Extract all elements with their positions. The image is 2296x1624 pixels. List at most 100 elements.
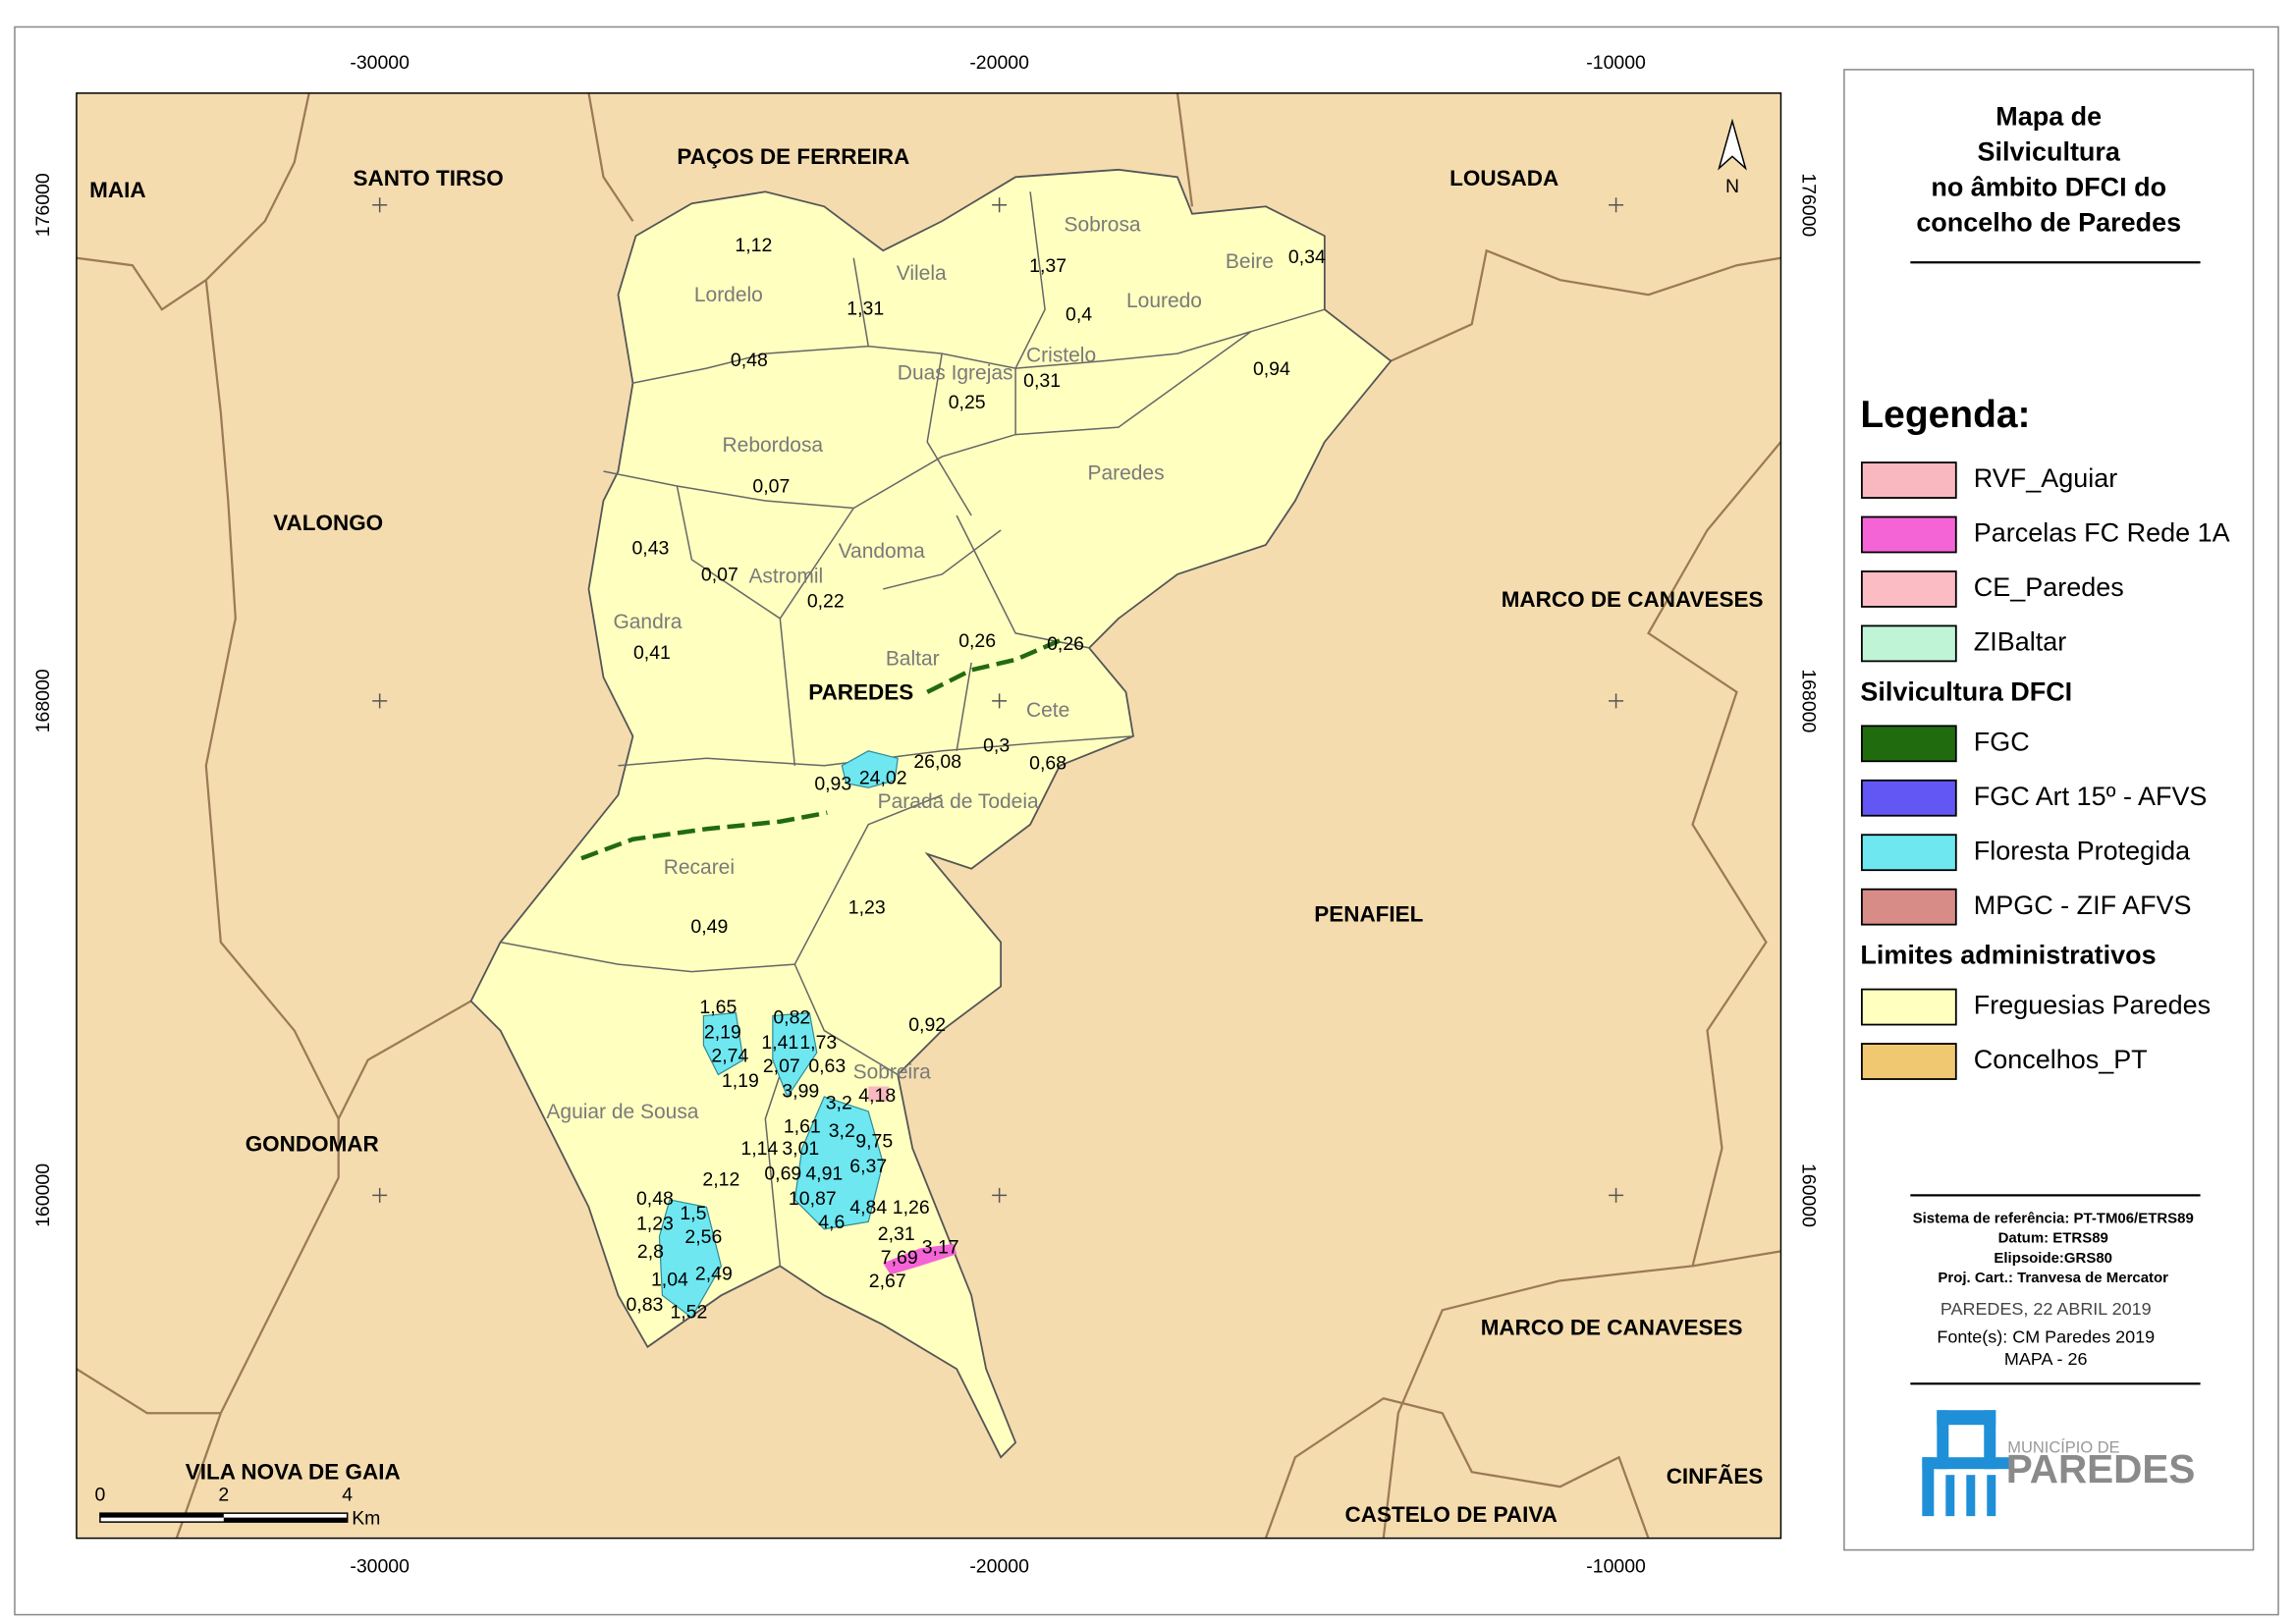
area-label: 2,74 <box>711 1046 748 1067</box>
concelho-label: CASTELO DE PAIVA <box>1345 1502 1558 1527</box>
x-coord-label: -20000 <box>969 1556 1029 1578</box>
legend-swatch <box>1860 461 1957 499</box>
y-coord-label: 168000 <box>32 669 54 732</box>
area-label: 0,92 <box>908 1014 946 1036</box>
map-title: concelho de Paredes <box>1916 207 2181 237</box>
area-label: 0,26 <box>1047 633 1084 655</box>
y-coord-label: 176000 <box>32 173 54 237</box>
area-label: 3,2 <box>829 1120 855 1142</box>
area-label: 0,31 <box>1023 370 1061 392</box>
legend-heading: Limites administrativos <box>1860 941 2156 970</box>
area-label: 4,84 <box>849 1197 887 1218</box>
boundary <box>1382 441 1782 1539</box>
freguesia-label: Sobreira <box>853 1061 932 1084</box>
legend-label: RVF_Aguiar <box>1974 463 2117 493</box>
legend-swatch <box>1860 570 1957 608</box>
area-label: 1,23 <box>848 896 886 918</box>
legend-swatch <box>1860 624 1957 663</box>
concelho-label: VILA NOVA DE GAIA <box>186 1460 401 1485</box>
area-label: 0,26 <box>958 630 996 652</box>
area-label: 1,52 <box>670 1301 707 1323</box>
boundary <box>175 280 340 1539</box>
patch <box>772 1011 818 1099</box>
boundary <box>76 1368 221 1415</box>
fgc-lines <box>580 638 1061 861</box>
freguesia-label: Rebordosa <box>723 434 824 457</box>
concelho-label: MARCO DE CANAVESES <box>1502 587 1764 612</box>
area-label: 2,49 <box>695 1263 733 1284</box>
legend-heading: Silvicultura DFCI <box>1860 677 2072 706</box>
reference-info: Sistema de referência: PT-TM06/ETRS89 <box>1913 1210 2194 1226</box>
y-coord-label: 168000 <box>1797 669 1819 732</box>
freguesia-label: Astromil <box>748 566 823 588</box>
logo-part <box>1966 1475 1976 1517</box>
patch <box>841 750 899 788</box>
area-label: 0,43 <box>631 538 669 560</box>
area-label: 26,08 <box>913 751 961 773</box>
concelho-label: MAIA <box>89 178 145 202</box>
map-frame <box>76 92 1782 1540</box>
y-coord-label: 176000 <box>1797 173 1819 237</box>
scale-label: 0 <box>94 1484 105 1505</box>
area-label: 1,23 <box>636 1214 674 1235</box>
legend-label: Concelhos_PT <box>1974 1045 2148 1074</box>
area-label: 6,37 <box>849 1156 887 1177</box>
legend-swatch <box>1860 725 1957 763</box>
legend-label: CE_Paredes <box>1974 572 2124 602</box>
area-label: 0,3 <box>983 734 1010 756</box>
area-label: 0,82 <box>773 1007 810 1029</box>
logo-part <box>1987 1475 1996 1517</box>
grid-cross <box>372 1187 388 1203</box>
boundary <box>1175 92 1194 207</box>
fc-parcel <box>883 1243 957 1275</box>
legend-swatch <box>1860 1043 1957 1080</box>
legend-label: Freguesias Paredes <box>1974 991 2211 1020</box>
concelho-label: LOUSADA <box>1449 166 1558 190</box>
grid-cross <box>992 1187 1008 1203</box>
area-label: 1,04 <box>651 1269 688 1290</box>
freguesia-label: Lordelo <box>694 284 763 306</box>
area-label: 1,31 <box>847 298 884 319</box>
area-label: 1,41 <box>761 1032 798 1054</box>
freguesia-label: Aguiar de Sousa <box>546 1101 698 1123</box>
reference-info: Elipsoide:GRS80 <box>1994 1250 2112 1267</box>
freguesia-label: Vandoma <box>839 540 926 563</box>
area-label: 2,56 <box>684 1226 722 1248</box>
concelho-label: PAÇOS DE FERREIRA <box>677 144 909 169</box>
area-label: 3,2 <box>826 1093 852 1114</box>
area-label: 0,07 <box>752 476 790 498</box>
freguesia-label: Baltar <box>886 647 940 670</box>
area-label: 1,37 <box>1029 255 1066 277</box>
area-label: 0,48 <box>731 350 768 371</box>
grid-cross <box>992 197 1008 213</box>
legend-swatch <box>1860 515 1957 554</box>
area-label: 9,75 <box>855 1131 893 1153</box>
grid-cross <box>992 693 1008 709</box>
area-label: 2,67 <box>869 1271 906 1292</box>
municipality-label: PAREDES <box>808 679 913 704</box>
area-label: 1,65 <box>699 997 737 1018</box>
legend-label: ZIBaltar <box>1974 627 2066 657</box>
map-date: PAREDES, 22 ABRIL 2019 <box>1941 1299 2152 1319</box>
logo-part <box>1937 1410 1949 1470</box>
x-coord-label: -10000 <box>1586 52 1646 74</box>
forest-patches <box>658 750 899 1319</box>
area-label: 2,31 <box>878 1223 915 1245</box>
area-label: 0,93 <box>814 773 851 794</box>
freguesia-boundaries <box>500 191 1326 1267</box>
legend-label: Floresta Protegida <box>1974 836 2190 865</box>
patch <box>658 1199 723 1319</box>
scale-bar-segment <box>223 1517 348 1523</box>
area-label: 3,01 <box>782 1138 819 1160</box>
map-title: Silvicultura <box>1978 136 2121 166</box>
freguesia-label: Cete <box>1026 699 1069 722</box>
concelho-boundaries <box>76 92 1782 1540</box>
y-coord-label: 160000 <box>1797 1164 1819 1227</box>
area-label: 0,34 <box>1288 246 1326 268</box>
grid-cross <box>1609 197 1624 213</box>
legend-swatch <box>1860 888 1957 926</box>
legend-label: FGC Art 15º - AFVS <box>1974 782 2208 811</box>
area-label: 0,69 <box>764 1164 801 1185</box>
area-label: 24,02 <box>859 767 907 788</box>
